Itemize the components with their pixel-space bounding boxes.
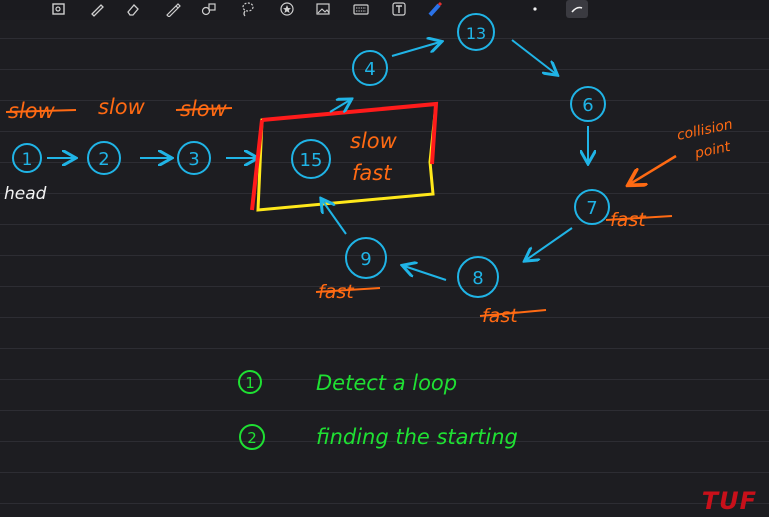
tuf-watermark: TUF — [701, 487, 757, 515]
svg-text:13: 13 — [466, 24, 486, 43]
edge-7-8 — [526, 227, 573, 260]
strike-slow-3 — [175, 107, 233, 111]
svg-text:8: 8 — [472, 268, 483, 289]
node-1: 1 — [12, 143, 42, 173]
node-4: 4 — [352, 50, 388, 86]
strike-fast-8 — [479, 309, 547, 317]
edge-13-6 — [511, 39, 556, 74]
shapes-icon[interactable] — [198, 0, 220, 18]
node-2: 2 — [87, 141, 121, 175]
note-2: 2 finding the starting — [239, 424, 518, 450]
strike-slow-1 — [5, 109, 77, 113]
keyboard-icon[interactable] — [350, 0, 372, 18]
fast-label-9: fast — [318, 281, 355, 303]
node-8: 8 — [457, 256, 499, 298]
collision-arrow — [630, 154, 677, 184]
node-7: 7 — [574, 189, 610, 225]
svg-text:1: 1 — [22, 150, 33, 170]
edge-4-13 — [391, 42, 440, 57]
lasso-select-icon[interactable] — [48, 0, 70, 18]
svg-text:3: 3 — [188, 149, 199, 170]
pen-thickness-icon[interactable] — [566, 0, 588, 18]
strike-fast-9 — [315, 287, 381, 293]
edge-15-4 — [329, 100, 350, 112]
sticker-icon[interactable] — [276, 0, 298, 18]
edge-9-15 — [322, 200, 347, 235]
node-13: 13 — [457, 13, 495, 51]
strike-fast-7 — [605, 215, 673, 221]
note-1-text: Detect a loop — [316, 371, 457, 395]
highlighter-icon[interactable] — [424, 0, 446, 18]
pencil-icon[interactable] — [162, 0, 184, 18]
text-icon[interactable] — [388, 0, 410, 18]
drawing-toolbar — [0, 0, 769, 20]
svg-text:1: 1 — [245, 374, 255, 392]
image-icon[interactable] — [312, 0, 334, 18]
edge-8-9 — [404, 266, 447, 281]
lasso-icon[interactable] — [236, 0, 258, 18]
note-2-text: finding the starting — [316, 425, 518, 449]
note-1: 1 Detect a loop — [238, 370, 457, 395]
fast-label-8: fast — [482, 305, 519, 327]
svg-text:15: 15 — [300, 150, 323, 171]
box-slow-label: slow — [350, 129, 398, 153]
point-label: point — [693, 139, 733, 162]
svg-text:2: 2 — [247, 429, 257, 447]
svg-text:4: 4 — [364, 59, 375, 80]
node-3: 3 — [177, 141, 211, 175]
node-9: 9 — [345, 237, 387, 279]
eraser-icon[interactable] — [122, 0, 144, 18]
svg-text:2: 2 — [98, 149, 109, 170]
head-label: head — [4, 184, 47, 204]
node-6: 6 — [570, 86, 606, 122]
node-15: 15 — [291, 139, 331, 179]
color-dot-icon[interactable] — [524, 0, 546, 18]
svg-text:7: 7 — [586, 198, 597, 219]
svg-text:9: 9 — [360, 249, 371, 270]
highlight-box-red-left — [250, 119, 264, 211]
svg-text:6: 6 — [582, 95, 593, 116]
pen-icon[interactable] — [86, 0, 108, 18]
highlight-box-red-top — [261, 101, 439, 165]
slow-label-2: slow — [98, 95, 146, 119]
fast-label-7: fast — [610, 209, 647, 231]
box-fast-label: fast — [352, 161, 392, 185]
